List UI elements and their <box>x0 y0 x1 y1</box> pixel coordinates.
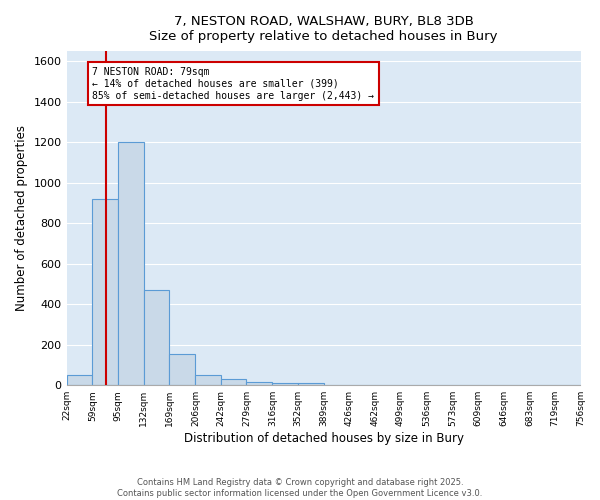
Bar <box>298 383 323 385</box>
Bar <box>169 354 196 385</box>
Bar <box>143 290 169 385</box>
Text: Contains HM Land Registry data © Crown copyright and database right 2025.
Contai: Contains HM Land Registry data © Crown c… <box>118 478 482 498</box>
Title: 7, NESTON ROAD, WALSHAW, BURY, BL8 3DB
Size of property relative to detached hou: 7, NESTON ROAD, WALSHAW, BURY, BL8 3DB S… <box>149 15 498 43</box>
Y-axis label: Number of detached properties: Number of detached properties <box>15 125 28 311</box>
Text: 7 NESTON ROAD: 79sqm
← 14% of detached houses are smaller (399)
85% of semi-deta: 7 NESTON ROAD: 79sqm ← 14% of detached h… <box>92 68 374 100</box>
Bar <box>67 375 92 385</box>
Bar <box>247 382 272 385</box>
Bar <box>196 375 221 385</box>
Bar <box>118 142 143 385</box>
Bar <box>92 199 118 385</box>
Bar <box>221 379 247 385</box>
Bar <box>272 383 298 385</box>
X-axis label: Distribution of detached houses by size in Bury: Distribution of detached houses by size … <box>184 432 464 445</box>
